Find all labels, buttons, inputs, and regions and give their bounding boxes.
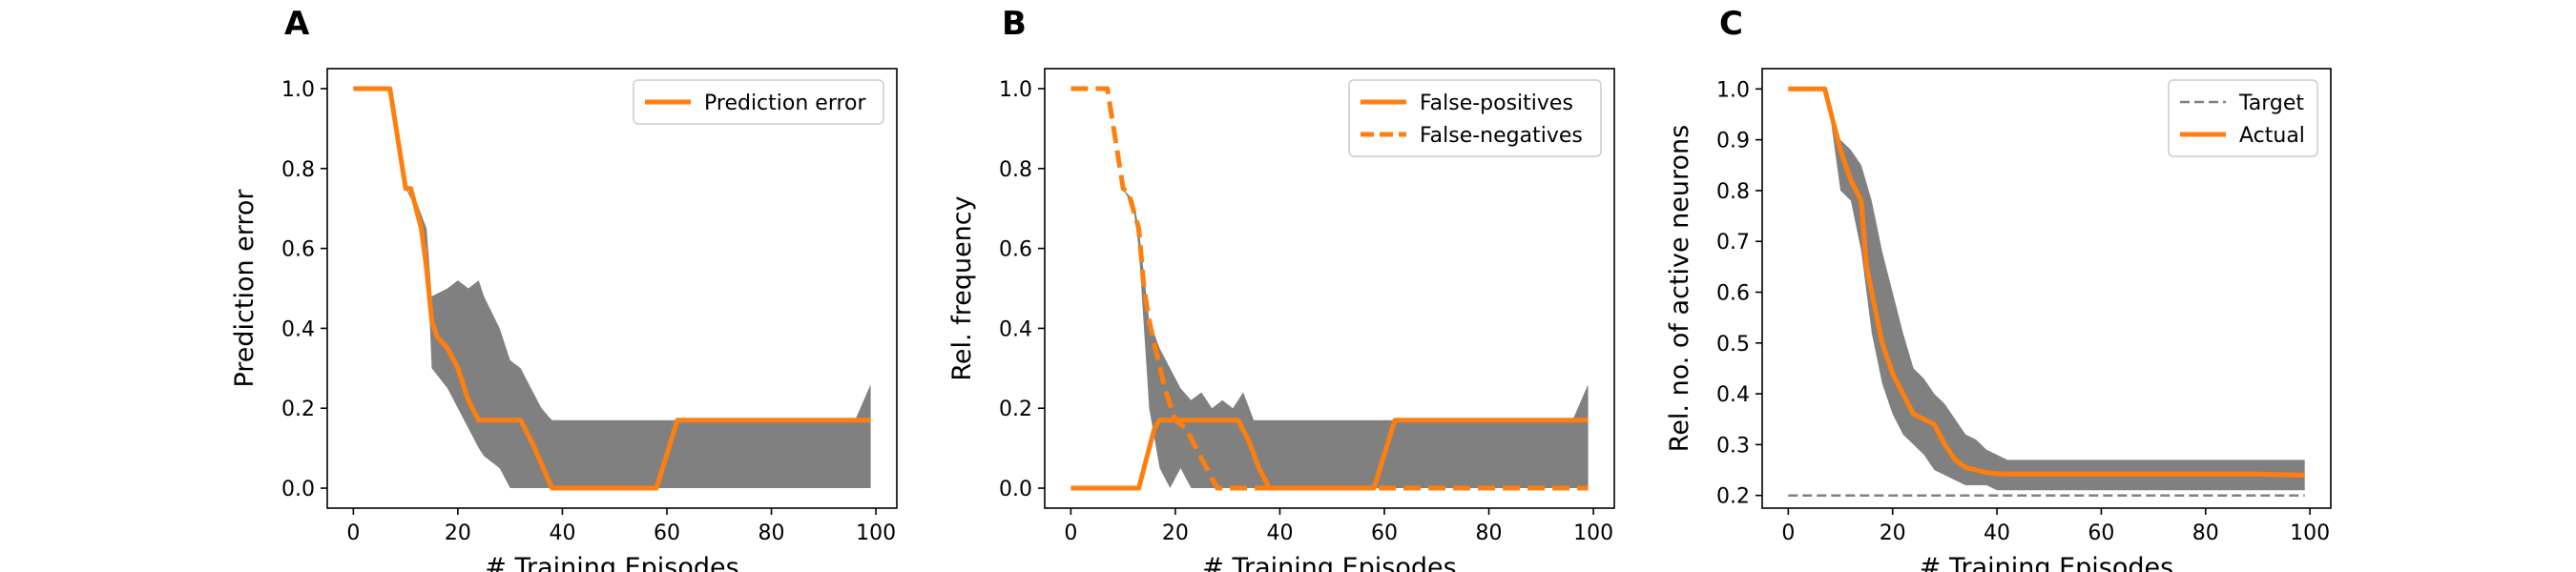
panel-c-y-tick-label: 0.9 bbox=[1716, 130, 1750, 153]
panel-a-x-tick-label: 80 bbox=[758, 521, 785, 545]
panel-b-x-axis-label: # Training Episodes bbox=[1202, 553, 1456, 572]
panel-b-y-tick-label: 0.6 bbox=[999, 238, 1032, 262]
panel-b-x-tick-label: 40 bbox=[1266, 521, 1293, 545]
panel-c-series-actual-line bbox=[1788, 86, 2305, 478]
panel-c-x-tick-label: 100 bbox=[2290, 521, 2330, 545]
panel-c-axes-frame bbox=[1761, 68, 2332, 509]
panel-c-x-tick-label: 40 bbox=[1984, 521, 2010, 545]
panel-b-letter: B bbox=[1002, 5, 1027, 43]
panel-c-legend-label: Actual bbox=[2239, 124, 2305, 148]
panel-a-x-tick-label: 40 bbox=[549, 521, 575, 545]
panel-b-x-tick-label: 20 bbox=[1162, 521, 1189, 545]
panel-c-y-tick-label: 0.8 bbox=[1716, 180, 1750, 204]
panel-c-letter: C bbox=[1719, 5, 1743, 43]
panel-c-y-tick-label: 0.6 bbox=[1716, 281, 1750, 305]
panel-c-legend: Target Actual bbox=[2168, 79, 2318, 157]
panel-b-y-tick-label: 0.0 bbox=[999, 478, 1032, 501]
panel-a-letter: A bbox=[284, 5, 310, 43]
panel-c: C 0 20 40 60 80 100 0.2 0.3 0.4 0.5 0.6 0.7 0.8 0.9 1.0… bbox=[1665, 5, 2332, 572]
panel-a-y-tick-label: 0.0 bbox=[281, 478, 315, 501]
panel-b-y-tick-label: 0.8 bbox=[999, 158, 1032, 182]
panel-b-y-axis-label: Rel. frequency bbox=[947, 195, 977, 380]
panel-a-legend-box bbox=[633, 79, 884, 125]
panel-c-y-axis-label: Rel. no. of active neurons bbox=[1665, 125, 1694, 452]
panel-a-x-tick-label: 60 bbox=[654, 521, 680, 545]
panel-b-y-tick-label: 0.4 bbox=[999, 317, 1032, 341]
panel-a-y-tick-label: 0.2 bbox=[281, 398, 315, 421]
panel-c-legend-box bbox=[2168, 79, 2318, 157]
panel-a: A 0 20 40 60 80 100 0.0 0.2 0.4 0.6 0.8 1.0 # Trainin… bbox=[230, 5, 898, 572]
panel-b-x-tick-label: 0 bbox=[1064, 521, 1077, 545]
panel-a-y-tick-label: 0.4 bbox=[281, 317, 315, 341]
panel-c-spread-band bbox=[1788, 89, 2305, 491]
panel-a-y-tick-label: 1.0 bbox=[281, 78, 315, 102]
panel-b-x-tick-label: 100 bbox=[1573, 521, 1613, 545]
panel-a-x-tick-label: 100 bbox=[856, 521, 896, 545]
panel-b-legend-box bbox=[1348, 79, 1602, 157]
panel-a-y-axis-label: Prediction error bbox=[230, 189, 260, 388]
panel-a-y-tick-label: 0.6 bbox=[281, 238, 315, 262]
panel-b: B 0 20 40 60 80 100 0.0 0.2 0.4 0.6 0.8 1.0 # Trainin… bbox=[947, 5, 1615, 572]
panel-a-x-axis-label: # Training Episodes bbox=[485, 553, 738, 572]
panel-b-legend: False-positives False-negatives bbox=[1348, 79, 1602, 157]
panel-c-y-tick-label: 0.5 bbox=[1716, 333, 1750, 357]
panel-b-spread-band bbox=[1070, 89, 1589, 488]
panel-a-series-prediction-error-line bbox=[353, 86, 871, 491]
panel-a-legend: Prediction error bbox=[633, 79, 884, 125]
panel-a-x-tick-label: 20 bbox=[445, 521, 471, 545]
panel-c-y-tick-label: 0.3 bbox=[1716, 434, 1750, 458]
panel-c-x-tick-label: 0 bbox=[1781, 521, 1795, 545]
panel-c-y-tick-label: 1.0 bbox=[1716, 78, 1750, 102]
panel-b-x-tick-label: 60 bbox=[1371, 521, 1398, 545]
panel-c-x-tick-label: 80 bbox=[2192, 521, 2219, 545]
panel-c-x-tick-label: 60 bbox=[2088, 521, 2114, 545]
panel-b-series-false-negatives-line bbox=[1070, 86, 1589, 491]
panel-c-x-tick-label: 20 bbox=[1880, 521, 1906, 545]
panel-b-legend-label: False-negatives bbox=[1420, 124, 1583, 148]
panel-b-y-tick-label: 0.2 bbox=[999, 398, 1032, 421]
panel-a-y-tick-label: 0.8 bbox=[281, 158, 315, 182]
panel-a-axes-frame bbox=[326, 68, 898, 509]
panel-b-y-tick-label: 1.0 bbox=[999, 78, 1032, 102]
panel-a-x-tick-label: 0 bbox=[346, 521, 360, 545]
panel-c-legend-label: Target bbox=[2238, 92, 2304, 115]
panel-a-legend-label: Prediction error bbox=[704, 92, 866, 115]
panel-b-x-tick-label: 80 bbox=[1476, 521, 1503, 545]
panel-c-y-tick-label: 0.2 bbox=[1716, 485, 1750, 509]
panel-a-spread-band bbox=[353, 89, 871, 488]
panel-c-x-axis-label: # Training Episodes bbox=[1920, 553, 2173, 572]
panel-c-y-tick-label: 0.4 bbox=[1716, 383, 1750, 407]
panel-b-legend-label: False-positives bbox=[1420, 92, 1573, 115]
panel-c-y-tick-label: 0.7 bbox=[1716, 231, 1750, 255]
panel-b-axes-frame bbox=[1044, 68, 1615, 509]
